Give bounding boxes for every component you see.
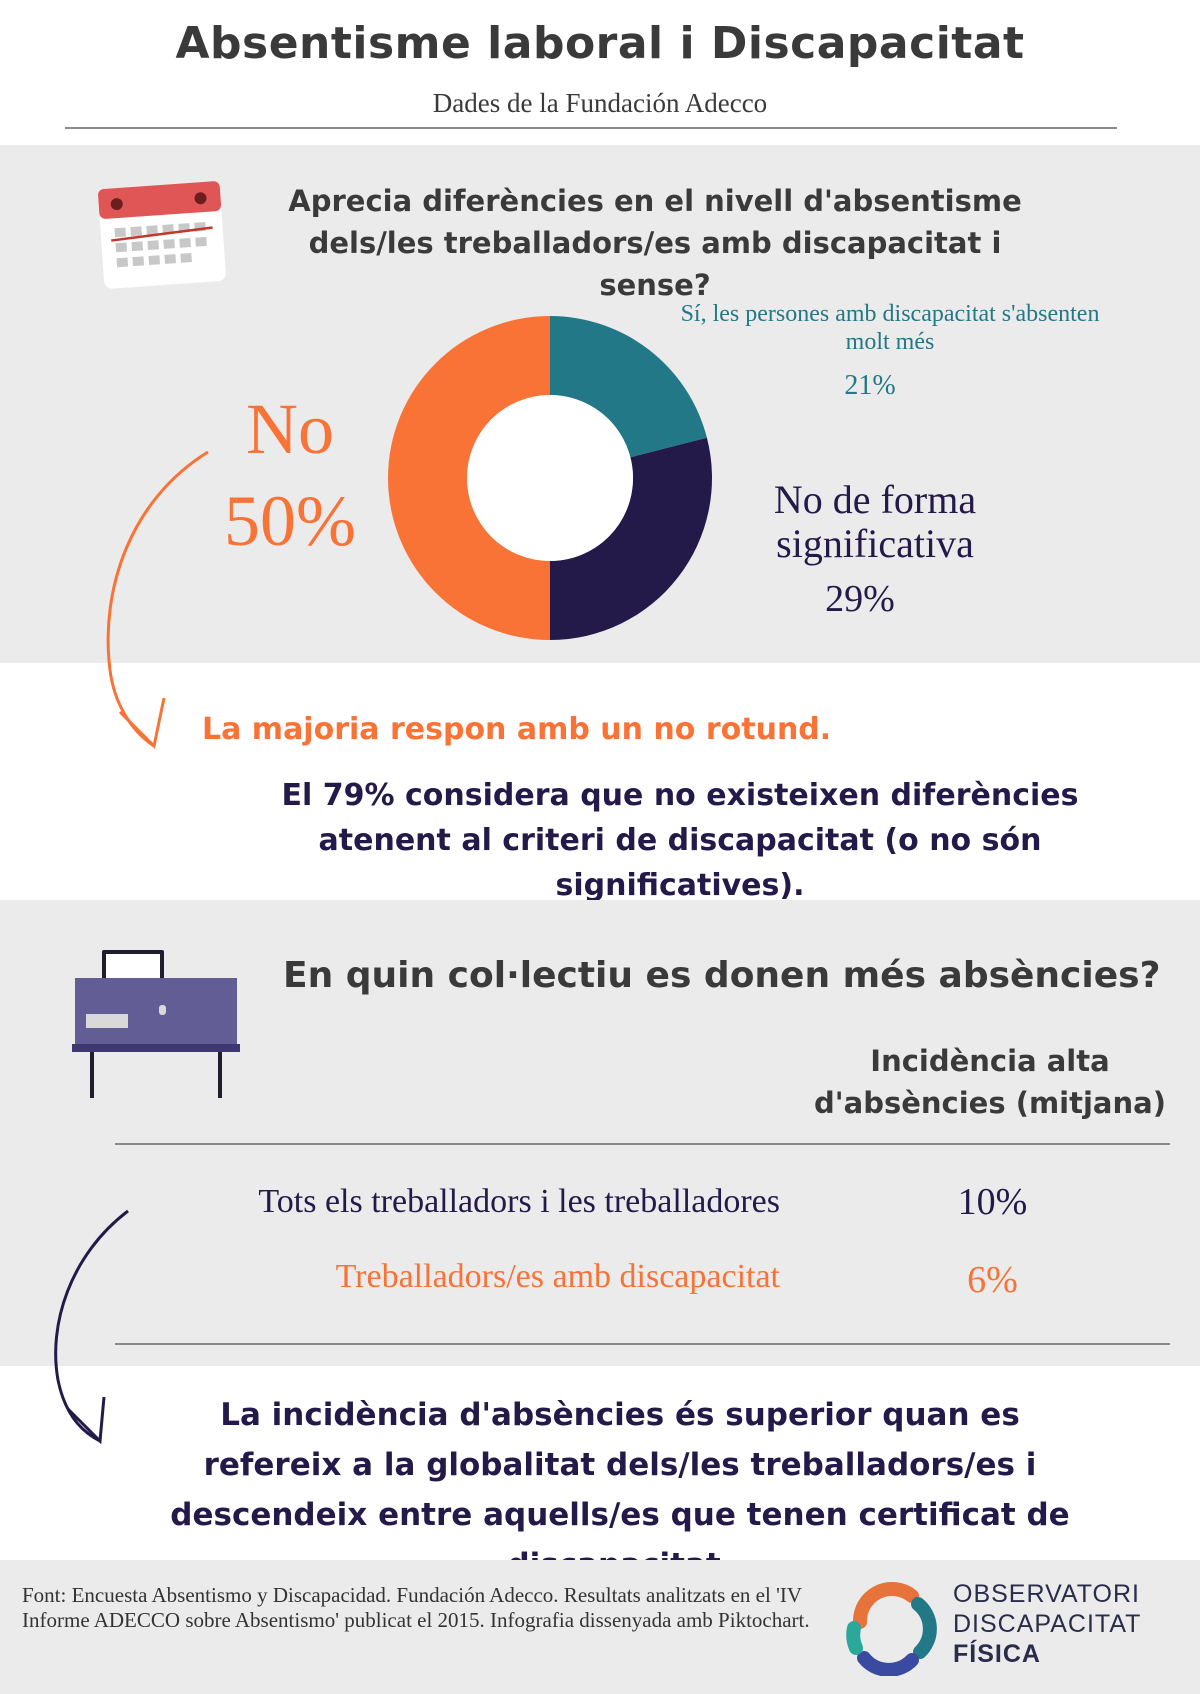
slice-value-not-significant: 29%	[825, 578, 895, 620]
page-title: Absentisme laboral i Discapacitat	[175, 18, 1025, 69]
table-row-label: Treballadors/es amb discapacitat	[335, 1258, 780, 1295]
logo-text-line2: DISCAPACITAT	[953, 1610, 1142, 1638]
table-column-header: Incidència alta d'absències (mitjana)	[814, 1044, 1166, 1120]
donut-slice-2	[388, 316, 550, 640]
table-row-value: 10%	[957, 1181, 1028, 1223]
table-top-rule	[115, 1143, 1170, 1145]
logo-text-line1: OBSERVATORI	[953, 1580, 1140, 1608]
desk-computer-icon	[72, 950, 240, 1098]
table-row-label: Tots els treballadors i les treballadore…	[258, 1183, 780, 1220]
orange-arrow	[106, 450, 209, 750]
donut-chart	[388, 316, 712, 640]
calendar-icon	[98, 181, 226, 289]
donut-slice-1	[550, 437, 712, 640]
donut-slice-0	[550, 316, 707, 458]
table-bottom-rule	[115, 1343, 1170, 1345]
navy-arrow	[54, 1209, 129, 1445]
donut-hole	[467, 395, 633, 561]
slice-label-not-significant: No de forma significativa	[773, 477, 977, 566]
page-subtitle: Dades de la Fundación Adecco	[432, 88, 768, 118]
slice-value-yes: 21%	[844, 370, 896, 401]
logo-text-line3: FÍSICA	[953, 1640, 1041, 1668]
section1-note: La majoria respon amb un no rotund.	[202, 712, 832, 747]
slice-label-no: No	[246, 389, 334, 469]
observatori-logo-icon	[846, 1582, 937, 1676]
slice-label-yes: Sí, les persones amb discapacitat s'abse…	[680, 301, 1100, 355]
section1-conclusion: El 79% considera que no existeixen difer…	[281, 778, 1079, 903]
table-row-value: 6%	[967, 1259, 1018, 1301]
footer-source: Font: Encuesta Absentismo y Discapacidad…	[22, 1583, 810, 1632]
header-divider	[65, 127, 1117, 129]
footer	[0, 1560, 1200, 1694]
slice-value-no: 50%	[224, 481, 356, 561]
section2-band	[0, 900, 1200, 1366]
section2-question: En quin col·lectiu es donen més absèncie…	[283, 955, 1161, 996]
section1-question: Aprecia diferències en el nivell d'absen…	[288, 184, 1022, 302]
